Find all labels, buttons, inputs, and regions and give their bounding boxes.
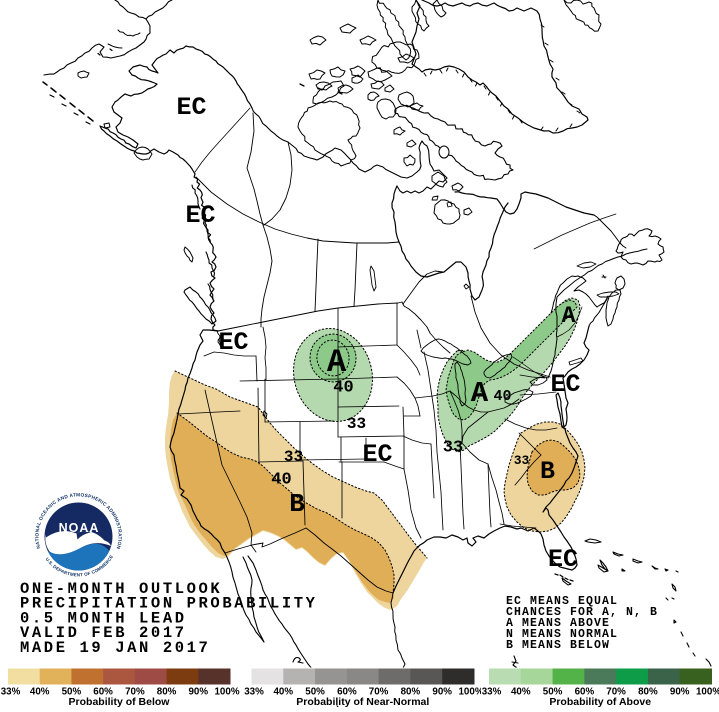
svg-text:EC MEANS EQUAL: EC MEANS EQUAL (506, 595, 618, 608)
svg-text:B: B (289, 489, 305, 519)
svg-text:33: 33 (284, 448, 303, 466)
svg-text:B: B (540, 457, 555, 486)
svg-text:MADE 19 JAN 2017: MADE 19 JAN 2017 (20, 639, 210, 657)
svg-text:60%: 60% (575, 687, 595, 698)
svg-text:33%: 33% (244, 687, 264, 698)
svg-text:N MEANS NORMAL: N MEANS NORMAL (506, 628, 618, 641)
svg-text:80%: 80% (638, 687, 658, 698)
svg-text:60%: 60% (337, 687, 357, 698)
svg-text:80%: 80% (401, 687, 421, 698)
svg-text:33%: 33% (1, 687, 21, 698)
svg-text:EC: EC (550, 370, 580, 399)
svg-text:90%: 90% (188, 687, 208, 698)
svg-text:40: 40 (493, 388, 511, 405)
svg-text:Probability of Below: Probability of Below (69, 696, 171, 707)
svg-text:100%: 100% (214, 687, 239, 698)
svg-text:Probability of Near-Normal: Probability of Near-Normal (296, 696, 429, 707)
svg-text:Probability of Above: Probability of Above (549, 696, 651, 707)
svg-text:100%: 100% (696, 687, 719, 698)
svg-text:EC: EC (362, 440, 392, 469)
svg-text:70%: 70% (125, 687, 145, 698)
svg-text:90%: 90% (432, 687, 452, 698)
svg-text:A MEANS ABOVE: A MEANS ABOVE (506, 617, 610, 630)
svg-text:40: 40 (333, 379, 353, 398)
svg-text:EC: EC (185, 201, 215, 230)
svg-text:A: A (471, 377, 489, 410)
svg-text:40: 40 (271, 471, 291, 490)
svg-text:B MEANS BELOW: B MEANS BELOW (506, 639, 610, 652)
svg-text:ONE-MONTH OUTLOOK: ONE-MONTH OUTLOOK (20, 580, 222, 598)
svg-text:50%: 50% (305, 687, 325, 698)
svg-text:PRECIPITATION PROBABILITY: PRECIPITATION PROBABILITY (20, 595, 318, 613)
svg-text:33: 33 (347, 415, 366, 433)
svg-text:0.5 MONTH LEAD: 0.5 MONTH LEAD (20, 609, 187, 627)
svg-text:CHANCES FOR A, N, B: CHANCES FOR A, N, B (506, 606, 658, 619)
svg-text:A: A (327, 344, 347, 381)
svg-text:60%: 60% (93, 687, 113, 698)
svg-text:40%: 40% (273, 687, 293, 698)
svg-text:90%: 90% (670, 687, 690, 698)
svg-text:50%: 50% (543, 687, 563, 698)
svg-text:NOAA: NOAA (59, 521, 100, 535)
svg-text:33: 33 (443, 439, 463, 458)
svg-text:70%: 70% (369, 687, 389, 698)
svg-text:40%: 40% (511, 687, 531, 698)
svg-text:EC: EC (218, 328, 248, 357)
svg-text:100%: 100% (458, 687, 483, 698)
svg-text:50%: 50% (62, 687, 82, 698)
svg-text:EC: EC (176, 93, 206, 122)
svg-text:40%: 40% (30, 687, 50, 698)
svg-text:VALID FEB 2017: VALID FEB 2017 (20, 624, 187, 642)
svg-text:EC: EC (548, 545, 578, 574)
svg-text:A: A (562, 303, 576, 329)
svg-text:80%: 80% (157, 687, 177, 698)
svg-text:70%: 70% (606, 687, 626, 698)
svg-text:33: 33 (514, 453, 530, 468)
svg-text:33%: 33% (482, 687, 502, 698)
